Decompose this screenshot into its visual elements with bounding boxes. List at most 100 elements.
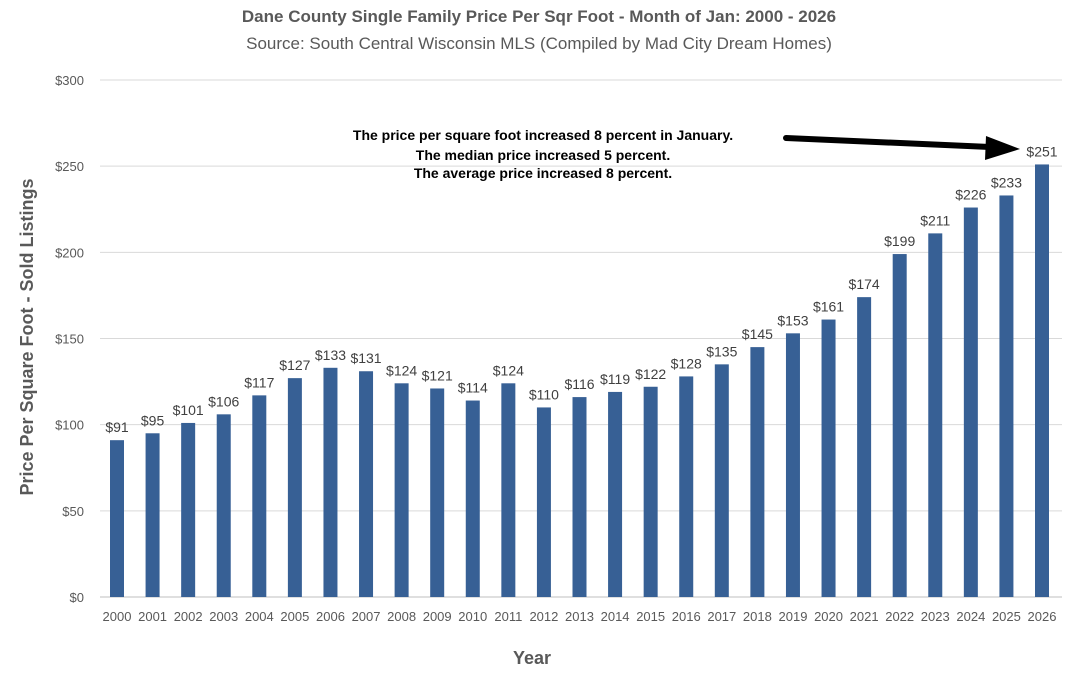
data-label-2017: $135	[706, 343, 737, 359]
x-tick-label: 2004	[245, 609, 274, 624]
data-label-2010: $114	[458, 380, 488, 396]
x-tick-label: 2017	[707, 609, 736, 624]
data-label-2026: $251	[1026, 143, 1057, 159]
data-label-2023: $211	[920, 212, 950, 228]
data-label-2015: $122	[635, 366, 666, 382]
x-tick-label: 2022	[885, 609, 914, 624]
x-tick-label: 2018	[743, 609, 772, 624]
y-tick-label: $200	[55, 245, 84, 260]
bars	[110, 164, 1049, 598]
data-label-2020: $161	[813, 299, 844, 315]
y-tick-label: $0	[70, 590, 84, 605]
y-axis-title: Price Per Square Foot - Sold Listings	[17, 178, 37, 495]
annotation-line-3: The average price increased 8 percent.	[414, 165, 672, 181]
bar-2014	[608, 391, 623, 597]
data-label-2005: $127	[279, 357, 310, 373]
x-tick-label: 2019	[779, 609, 808, 624]
x-tick-label: 2023	[921, 609, 950, 624]
data-label-2021: $174	[849, 276, 880, 292]
data-label-2014: $119	[600, 371, 630, 387]
x-tick-label: 2003	[209, 609, 238, 624]
bar-2024	[963, 207, 978, 597]
bar-2012	[536, 407, 551, 597]
x-tick-label: 2021	[850, 609, 879, 624]
data-label-2008: $124	[386, 362, 417, 378]
x-tick-label: 2005	[280, 609, 309, 624]
bar-2026	[1035, 164, 1049, 597]
x-axis-ticks: 2000 2001 2002 2003 2004 2005 2006 2007 2008 2009…	[103, 609, 1057, 624]
chart-subtitle: Source: South Central Wisconsin MLS (Com…	[246, 34, 832, 53]
bar-2008	[394, 383, 409, 597]
data-label-2025: $233	[991, 174, 1022, 190]
x-tick-label: 2008	[387, 609, 416, 624]
annotation-line-2: The median price increased 5 percent.	[416, 147, 670, 163]
x-tick-label: 2010	[458, 609, 487, 624]
y-tick-label: $300	[55, 73, 84, 88]
data-label-2001: $95	[141, 412, 165, 428]
data-label-2009: $121	[422, 367, 453, 383]
bar-2003	[216, 414, 231, 597]
x-tick-label: 2011	[494, 609, 522, 624]
x-tick-label: 2002	[174, 609, 203, 624]
bar-2000	[110, 440, 124, 597]
bar-2022	[892, 254, 907, 597]
bar-2019	[785, 333, 800, 597]
data-label-2011: $124	[493, 362, 524, 378]
y-tick-label: $50	[62, 504, 84, 519]
bar-2025	[999, 195, 1014, 598]
bar-2005	[287, 378, 302, 597]
x-tick-label: 2014	[601, 609, 630, 624]
x-tick-label: 2006	[316, 609, 345, 624]
bar-2010	[465, 400, 480, 597]
data-label-2012: $110	[529, 386, 559, 402]
x-tick-label: 2025	[992, 609, 1021, 624]
bar-2016	[679, 376, 694, 597]
x-tick-label: 2001	[138, 609, 167, 624]
bar-2001	[145, 433, 160, 597]
x-tick-label: 2020	[814, 609, 843, 624]
bar-2011	[501, 383, 516, 597]
x-tick-label: 2007	[352, 609, 381, 624]
x-tick-label: 2009	[423, 609, 452, 624]
x-tick-label: 2015	[636, 609, 665, 624]
bar-2017	[714, 364, 729, 597]
arrow-head-icon	[985, 136, 1020, 160]
data-label-2003: $106	[208, 393, 239, 409]
bar-2020	[821, 319, 836, 597]
data-label-2007: $131	[350, 350, 381, 366]
x-tick-label: 2024	[956, 609, 985, 624]
x-tick-label: 2012	[529, 609, 558, 624]
x-tick-label: 2000	[103, 609, 132, 624]
bar-2004	[252, 395, 267, 597]
bar-2002	[181, 422, 196, 597]
y-tick-label: $150	[55, 332, 84, 347]
chart-title: Dane County Single Family Price Per Sqr …	[242, 7, 836, 26]
annotation-arrow	[783, 135, 993, 150]
data-label-2016: $128	[671, 355, 702, 371]
bar-2009	[430, 388, 445, 597]
data-label-2004: $117	[244, 374, 274, 390]
data-label-2000: $91	[105, 419, 129, 435]
data-label-2006: $133	[315, 347, 346, 363]
bar-2018	[750, 347, 765, 597]
y-tick-label: $100	[55, 418, 84, 433]
annotation: The price per square foot increased 8 pe…	[353, 127, 1020, 181]
x-tick-label: 2013	[565, 609, 594, 624]
data-label-2013: $116	[564, 376, 594, 392]
data-label-2018: $145	[742, 326, 773, 342]
bar-2021	[857, 297, 872, 597]
bar-2006	[323, 367, 338, 597]
bar-2023	[928, 233, 943, 598]
data-label-2002: $101	[173, 402, 204, 418]
x-tick-label: 2026	[1028, 609, 1057, 624]
bar-2007	[359, 371, 374, 597]
y-tick-label: $250	[55, 159, 84, 174]
x-axis-title: Year	[513, 648, 551, 668]
bar-2013	[572, 397, 587, 597]
y-axis-ticks: $0 $50 $100 $150 $200 $250 $300	[55, 73, 84, 605]
data-label-2024: $226	[955, 187, 986, 203]
x-tick-label: 2016	[672, 609, 701, 624]
annotation-line-1: The price per square foot increased 8 pe…	[353, 127, 733, 143]
data-label-2019: $153	[777, 312, 808, 328]
